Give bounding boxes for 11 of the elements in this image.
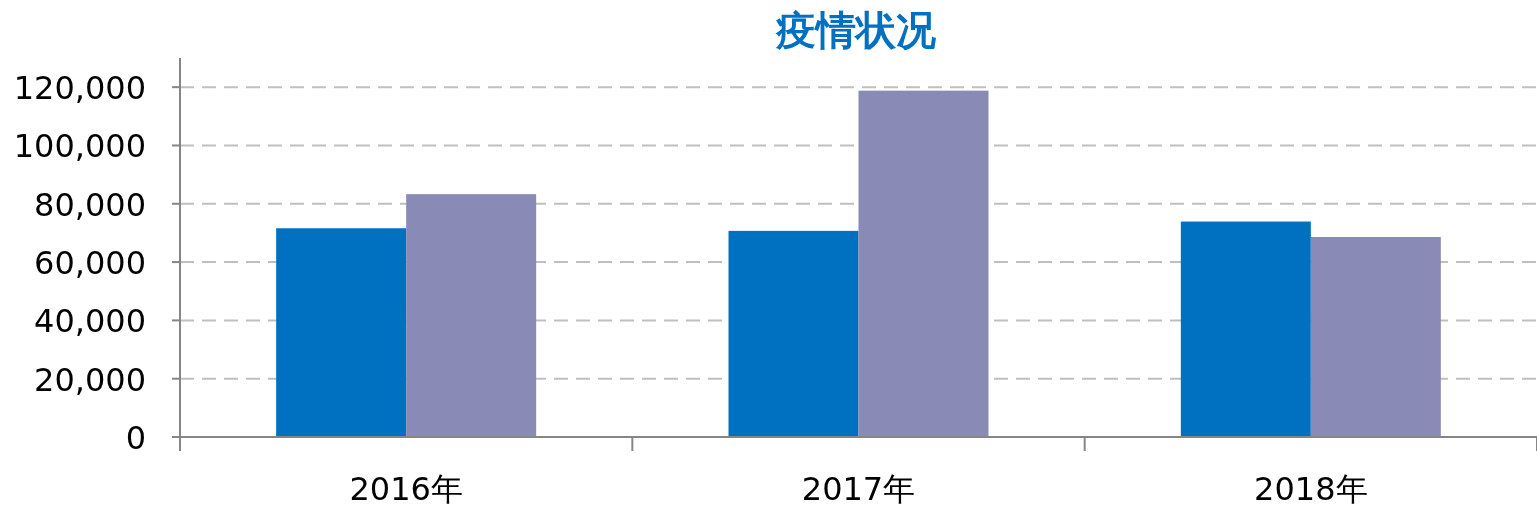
- chart-title: 疫情状况: [775, 7, 936, 53]
- x-tick-label: 2018年: [1254, 470, 1368, 505]
- x-tick-label: 2016年: [349, 470, 463, 505]
- y-tick-label: 100,000: [13, 127, 146, 166]
- y-tick-label: 120,000: [13, 69, 146, 108]
- y-tick-label: 80,000: [34, 185, 146, 224]
- y-tick-label: 60,000: [34, 244, 146, 283]
- x-tick-label: 2017年: [801, 470, 916, 505]
- y-tick-label: 20,000: [34, 360, 146, 399]
- y-tick-label: 0: [125, 419, 146, 457]
- y-tick-label: 40,000: [34, 302, 146, 341]
